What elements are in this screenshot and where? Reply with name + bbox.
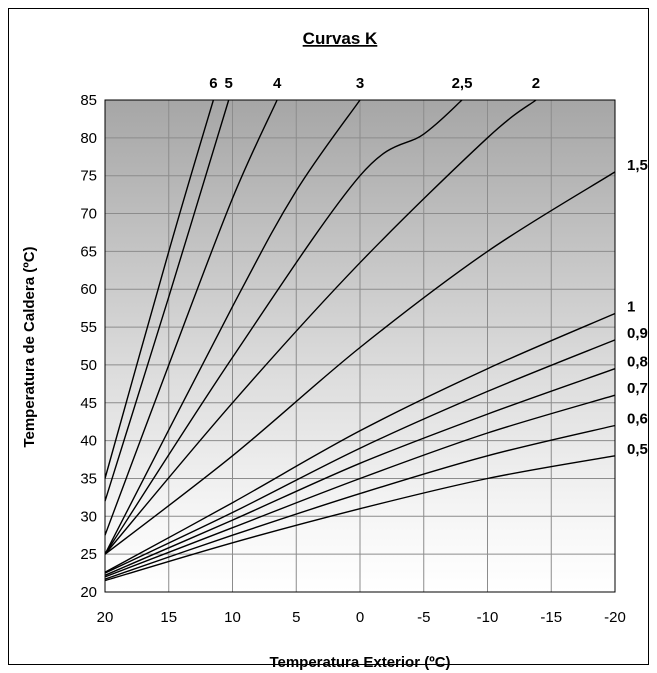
curve-label-2: 2 — [532, 75, 540, 92]
curve-k-6 — [104, 99, 215, 479]
curve-label-0-7: 0,7 — [627, 380, 648, 397]
y-tick-label: 65 — [80, 243, 97, 260]
curve-labels: 0,5 0,6 0,7 0,8 0,9 1 1,5 2 2,5 3 4 56 — [209, 75, 648, 458]
x-tick-label: 0 — [356, 609, 364, 626]
curve-k-2-5 — [104, 99, 463, 555]
curve-k-0-5 — [104, 455, 616, 582]
curves — [104, 99, 616, 582]
x-tick-label: -10 — [477, 609, 499, 626]
y-tick-labels: 20 25 30 35 40 45 50 55 60 65 70 75 80 85 — [80, 92, 97, 601]
curve-k-1 — [104, 312, 616, 573]
x-tick-label: -20 — [604, 609, 626, 626]
x-tick-label: 15 — [160, 609, 177, 626]
curve-k-0-7 — [104, 394, 616, 578]
curve-label-2-5: 2,5 — [452, 75, 473, 92]
y-tick-label: 20 — [80, 584, 97, 601]
y-tick-label: 75 — [80, 168, 97, 185]
curve-k-3 — [104, 99, 361, 555]
y-tick-label: 85 — [80, 92, 97, 109]
x-tick-label: -15 — [540, 609, 562, 626]
y-tick-label: 45 — [80, 395, 97, 412]
y-tick-label: 30 — [80, 508, 97, 525]
curve-k-1-5 — [104, 171, 616, 555]
chart-title: Curvas K — [303, 29, 378, 48]
curve-label-3: 3 — [356, 75, 364, 92]
curve-label-5: 5 — [225, 75, 233, 92]
y-tick-label: 60 — [80, 281, 97, 298]
x-tick-label: 20 — [97, 609, 114, 626]
x-tick-label: -5 — [417, 609, 430, 626]
curve-label-6: 6 — [209, 75, 217, 92]
plot-border — [104, 99, 616, 593]
x-tick-labels: 20 15 10 5 0 -5 -10 -15 -20 — [97, 609, 626, 626]
curve-label-4: 4 — [273, 75, 282, 92]
y-tick-label: 50 — [80, 357, 97, 374]
y-tick-label: 80 — [80, 130, 97, 147]
y-tick-label: 55 — [80, 319, 97, 336]
y-tick-label: 25 — [80, 546, 97, 563]
x-tick-label: 5 — [292, 609, 300, 626]
y-tick-label: 35 — [80, 470, 97, 487]
y-tick-label: 70 — [80, 206, 97, 223]
curve-k-2 — [104, 99, 537, 555]
y-tick-label: 40 — [80, 433, 97, 450]
curve-label-1-5: 1,5 — [627, 157, 648, 174]
curve-label-1: 1 — [627, 298, 635, 315]
curve-k-0-9 — [104, 339, 616, 574]
y-axis-title: Temperatura de Caldera (ºC) — [21, 246, 38, 447]
x-axis-title: Temperatura Exterior (ºC) — [269, 654, 450, 671]
chart-frame — [8, 8, 649, 665]
curve-k-0-8 — [104, 368, 616, 576]
curve-label-0-6: 0,6 — [627, 410, 648, 427]
curve-k-5 — [104, 99, 230, 502]
curve-k-4 — [104, 99, 278, 536]
curve-k-0-6 — [104, 424, 616, 580]
curve-label-0-5: 0,5 — [627, 441, 648, 458]
curve-label-0-9: 0,9 — [627, 325, 648, 342]
curve-label-0-8: 0,8 — [627, 354, 648, 371]
x-tick-label: 10 — [224, 609, 241, 626]
